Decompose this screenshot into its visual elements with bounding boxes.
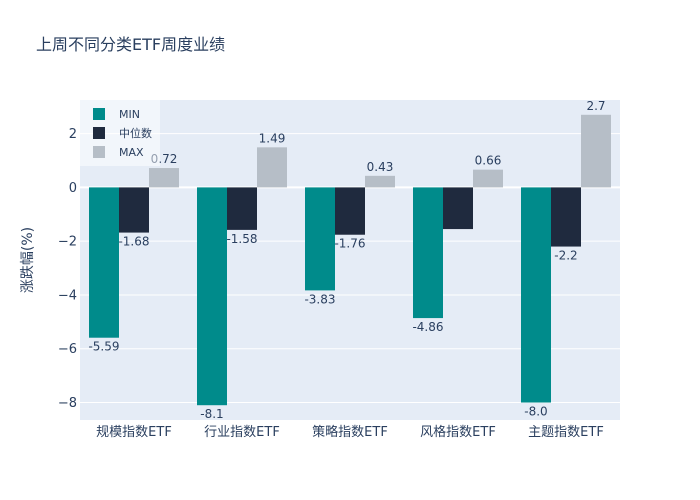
data-label: 0.43 <box>367 160 394 174</box>
bar[interactable] <box>119 187 149 233</box>
x-tick-label: 规模指数ETF <box>96 425 172 440</box>
x-tick-label: 策略指数ETF <box>312 424 388 440</box>
bar[interactable] <box>551 187 581 247</box>
legend-label[interactable]: 中位数 <box>119 126 152 140</box>
data-label: -3.83 <box>304 292 335 306</box>
y-tick-label: −6 <box>58 342 77 357</box>
y-tick-label: 0 <box>69 181 77 196</box>
data-label: 1.49 <box>259 131 286 145</box>
data-labels: -5.59-1.680.72-8.1-1.581.49-3.83-1.760.4… <box>88 99 605 421</box>
x-tick-labels: 规模指数ETF 行业指数ETF 策略指数ETF 风格指数ETF 主题指数ETF <box>96 424 604 440</box>
y-tick-label: −2 <box>58 235 77 250</box>
bars <box>89 114 611 406</box>
data-label: -1.76 <box>334 237 365 251</box>
x-tick-label: 行业指数ETF <box>204 425 280 440</box>
bar[interactable] <box>149 168 179 188</box>
bar[interactable] <box>227 187 257 230</box>
bar[interactable] <box>197 187 227 406</box>
bar[interactable] <box>257 147 287 188</box>
y-tick-labels: −8 −6 −4 −2 0 2 <box>58 127 77 411</box>
data-label: -5.59 <box>88 340 119 354</box>
y-tick-label: −4 <box>58 288 77 303</box>
data-label: -8.1 <box>200 407 223 421</box>
legend-label[interactable]: MIN <box>119 108 140 121</box>
y-tick-label: 2 <box>69 127 77 142</box>
chart-title: 上周不同分类ETF周度业绩 <box>36 35 225 54</box>
bar[interactable] <box>305 187 335 291</box>
bar[interactable] <box>581 114 611 188</box>
data-label: -4.86 <box>412 320 443 334</box>
y-tick-label: −8 <box>58 396 77 411</box>
legend-label[interactable]: MAX <box>119 146 144 159</box>
data-label: -1.58 <box>226 232 257 246</box>
bar[interactable] <box>89 187 119 338</box>
legend[interactable]: MIN 中位数 MAX <box>80 100 160 166</box>
y-axis-label: 涨跌幅(%) <box>20 227 36 293</box>
data-label: -2.2 <box>554 249 577 263</box>
x-tick-label: 主题指数ETF <box>528 425 604 440</box>
x-tick-label: 风格指数ETF <box>420 424 496 440</box>
bar[interactable] <box>521 187 551 403</box>
legend-swatch[interactable] <box>93 108 105 120</box>
data-label: 2.7 <box>586 99 605 113</box>
bar[interactable] <box>413 187 443 319</box>
bar[interactable] <box>473 169 503 188</box>
legend-swatch[interactable] <box>93 146 105 158</box>
data-label: 0.66 <box>475 154 502 168</box>
bar[interactable] <box>365 175 395 188</box>
legend-swatch[interactable] <box>93 127 105 139</box>
data-label: -1.68 <box>118 235 149 249</box>
data-label: -8.0 <box>524 405 547 419</box>
bar[interactable] <box>443 187 473 230</box>
bar[interactable] <box>335 187 365 235</box>
